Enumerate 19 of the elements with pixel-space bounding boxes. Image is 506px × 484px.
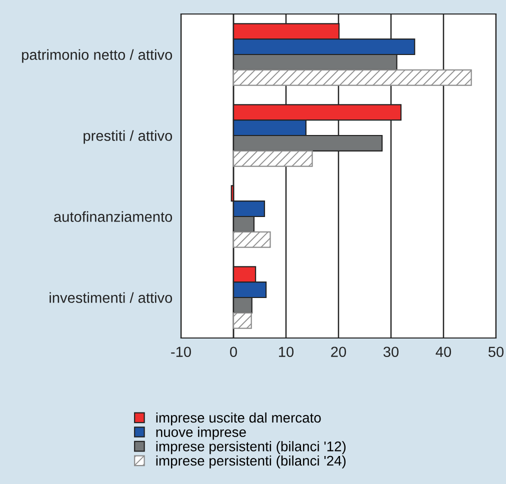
legend-label: imprese persistenti (bilanci '24) (156, 455, 346, 468)
bar (232, 312, 252, 329)
legend-label: imprese persistenti (bilanci '12) (156, 441, 346, 454)
x-tick-label: 20 (331, 346, 346, 358)
x-tick-label: -10 (171, 346, 191, 358)
legend-label: imprese uscite dal mercato (156, 412, 321, 426)
y-tick-label: prestiti / attivo (84, 130, 172, 144)
x-tick-label: 0 (230, 346, 237, 358)
x-tick-label: 40 (436, 346, 452, 358)
bar (232, 69, 472, 86)
y-tick-label: autofinanziamento (54, 211, 172, 222)
legend-label: nuove imprese (156, 426, 246, 440)
x-tick-label: 50 (488, 346, 504, 358)
x-tick-label: 10 (279, 346, 294, 358)
y-tick-label: investimenti / attivo (50, 292, 172, 303)
x-tick-label: 30 (383, 346, 399, 358)
y-tick-label: patrimonio netto / attivo (22, 49, 172, 63)
bar (232, 150, 313, 167)
bar (232, 231, 271, 248)
